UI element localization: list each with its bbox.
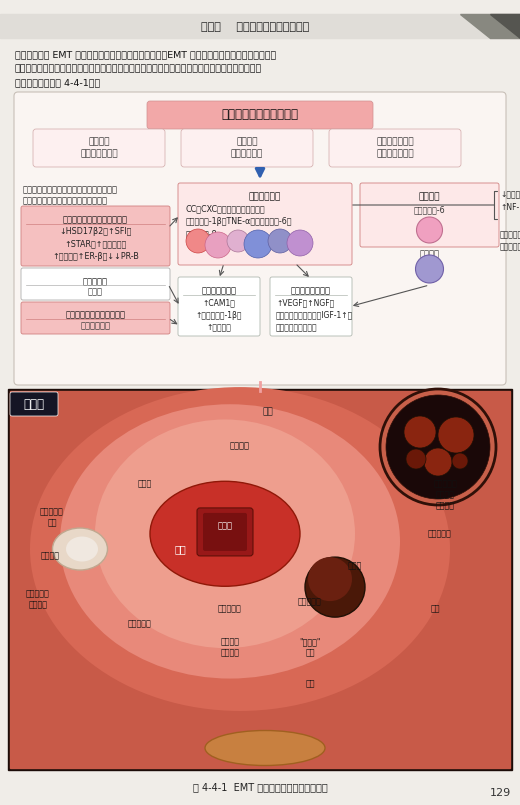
Text: 深部浸润型
子宫内膜
异位病灶: 深部浸润型 子宫内膜 异位病灶 [433, 479, 457, 510]
Text: 腹腔: 腹腔 [430, 604, 440, 613]
FancyBboxPatch shape [21, 302, 170, 334]
Text: 电凝后病灶: 电凝后病灶 [128, 619, 152, 628]
Circle shape [406, 449, 426, 469]
Bar [10, 391, 510, 768]
Polygon shape [460, 14, 520, 38]
Polygon shape [490, 14, 520, 38]
Text: 子宫腔: 子宫腔 [217, 522, 232, 530]
Circle shape [452, 453, 468, 469]
Text: 子宫内膜异位症起源假说: 子宫内膜异位症起源假说 [222, 109, 298, 122]
Text: "火焰状"
病灶: "火焰状" 病灶 [299, 637, 321, 657]
Circle shape [205, 232, 231, 258]
Text: 粘连带: 粘连带 [138, 479, 152, 488]
FancyBboxPatch shape [21, 206, 170, 266]
Text: 巧克力囊腺: 巧克力囊腺 [218, 604, 242, 613]
Text: 祖细胞、腺上皮细胞和基质细胞构成）: 祖细胞、腺上皮细胞和基质细胞构成） [23, 196, 108, 205]
Text: 逆流的经血: 逆流的经血 [298, 597, 322, 606]
Circle shape [244, 230, 272, 258]
Text: 子宫内膜内体细胞基因突变: 子宫内膜内体细胞基因突变 [66, 310, 125, 319]
Text: 与神经纤维共定位，
受雌二醇刺激: 与神经纤维共定位， 受雌二醇刺激 [500, 230, 520, 251]
Ellipse shape [205, 730, 325, 766]
Ellipse shape [66, 536, 98, 562]
FancyBboxPatch shape [197, 508, 253, 556]
Circle shape [424, 448, 452, 476]
Text: 雌二醇: 雌二醇 [88, 287, 103, 296]
Text: 血管化和神经支配: 血管化和神经支配 [291, 286, 331, 295]
Text: 子宫内膜异位症病灶（由子宫内膜干细胞、: 子宫内膜异位症病灶（由子宫内膜干细胞、 [23, 185, 118, 194]
FancyBboxPatch shape [10, 392, 58, 416]
Ellipse shape [53, 528, 108, 570]
Text: 细胞黏附与增殖: 细胞黏附与增殖 [202, 286, 237, 295]
Text: 活性下降: 活性下降 [420, 249, 439, 258]
Circle shape [268, 229, 292, 253]
Circle shape [415, 255, 444, 283]
Circle shape [417, 217, 443, 243]
Circle shape [227, 230, 249, 252]
Text: 脉管内转移学说
（盆腔外病灶）: 脉管内转移学说 （盆腔外病灶） [376, 137, 414, 159]
Bar [8, 389, 512, 770]
Circle shape [386, 395, 490, 499]
Text: 全身性激素: 全身性激素 [83, 277, 108, 286]
Text: 等的重要价值（图 4-4-1）。: 等的重要价值（图 4-4-1）。 [15, 78, 100, 87]
Text: ↓HSD17β2，↑SFI，
↑STAR，↑芳香化酶，
↑雌二醇，↑ER-β，↓↓PR-B: ↓HSD17β2，↑SFI， ↑STAR，↑芳香化酶， ↑雌二醇，↑ER-β，↓… [52, 227, 139, 261]
Text: 子宫内壁: 子宫内壁 [230, 441, 250, 450]
FancyBboxPatch shape [178, 277, 260, 336]
Text: 腹膜表面内
异症病灶: 腹膜表面内 异症病灶 [26, 589, 50, 609]
Circle shape [186, 229, 210, 253]
FancyBboxPatch shape [147, 101, 373, 129]
FancyBboxPatch shape [270, 277, 352, 336]
Circle shape [305, 557, 365, 617]
Text: 子宫: 子宫 [174, 544, 186, 554]
Ellipse shape [30, 387, 450, 711]
Circle shape [438, 417, 474, 453]
Text: ↓吞噬作用
↑NF-κB，↑IGF-1: ↓吞噬作用 ↑NF-κB，↑IGF-1 [500, 190, 520, 212]
Ellipse shape [150, 481, 300, 586]
Text: 膀胱: 膀胱 [263, 407, 274, 416]
Text: 新生血管: 新生血管 [41, 551, 59, 560]
Text: 体腔化生
（腹膜病灶）: 体腔化生 （腹膜病灶） [231, 137, 263, 159]
Text: 经血逆流
（内异症病灶）: 经血逆流 （内异症病灶） [80, 137, 118, 159]
Text: 局部炎症反应: 局部炎症反应 [249, 192, 281, 201]
Text: 肠腔: 肠腔 [305, 679, 315, 688]
FancyBboxPatch shape [21, 268, 170, 300]
Text: 免疫失调: 免疫失调 [419, 192, 440, 201]
Circle shape [287, 230, 313, 256]
Ellipse shape [95, 419, 355, 648]
FancyBboxPatch shape [329, 129, 461, 167]
Circle shape [380, 389, 496, 505]
Text: ↑CAM1，
↑白细胞介素-1β，
↑纤连蛋白: ↑CAM1， ↑白细胞介素-1β， ↑纤连蛋白 [196, 298, 242, 332]
FancyBboxPatch shape [360, 183, 499, 247]
FancyBboxPatch shape [14, 92, 506, 385]
FancyBboxPatch shape [178, 183, 352, 265]
FancyBboxPatch shape [203, 513, 247, 551]
Text: 白色纤维化
病灶: 白色纤维化 病灶 [40, 507, 64, 527]
FancyBboxPatch shape [181, 129, 313, 167]
Text: 第四章    生殖内分泌疾病遗传机制: 第四章 生殖内分泌疾病遗传机制 [201, 22, 309, 32]
Text: 图 4-4-1  EMT 的发病机制和病理生理过程: 图 4-4-1 EMT 的发病机制和病理生理过程 [192, 782, 328, 792]
FancyBboxPatch shape [33, 129, 165, 167]
Text: 紫蓝色结节: 紫蓝色结节 [428, 529, 452, 538]
Text: CC和CXC趋化因子，前列腺素，
白细胞介素-1β，TNE-α，白细胞介素-6，
白细胞介素-8: CC和CXC趋化因子，前列腺素， 白细胞介素-1β，TNE-α，白细胞介素-6，… [186, 204, 292, 238]
Ellipse shape [60, 404, 400, 679]
Text: 局部类固醇生成和孕激素抵抗: 局部类固醇生成和孕激素抵抗 [63, 215, 128, 224]
Bar [0, 14, 520, 38]
Circle shape [308, 557, 352, 601]
Text: 促进克隆增殖: 促进克隆增殖 [81, 321, 111, 330]
Text: 作用。盆腔外 EMT 则可能为淋巴管等脉管内转移所致。EMT 发生及发展的遗传和基因易感性尚: 作用。盆腔外 EMT 则可能为淋巴管等脉管内转移所致。EMT 发生及发展的遗传和… [15, 50, 276, 59]
Circle shape [404, 416, 436, 448]
Text: 直肠子宫
陷凹积液: 直肠子宫 陷凹积液 [220, 637, 240, 657]
Text: 输卵管: 输卵管 [348, 561, 362, 570]
Text: ↑VEGF，↑NGF，
巨噬细胞的共定位引息IGF-1↑，
导致神经对痛觉敏感: ↑VEGF，↑NGF， 巨噬细胞的共定位引息IGF-1↑， 导致神经对痛觉敏感 [276, 298, 353, 332]
Text: 白细胞介素-6: 白细胞介素-6 [414, 205, 445, 214]
Text: 不清楚，但是越来越多的证据已经揭示了遗传（基因）、环境、生活方式（表观遗传和风险暴露）: 不清楚，但是越来越多的证据已经揭示了遗传（基因）、环境、生活方式（表观遗传和风险… [15, 64, 262, 73]
Text: 腑视图: 腑视图 [23, 398, 45, 411]
Text: 129: 129 [489, 788, 511, 798]
